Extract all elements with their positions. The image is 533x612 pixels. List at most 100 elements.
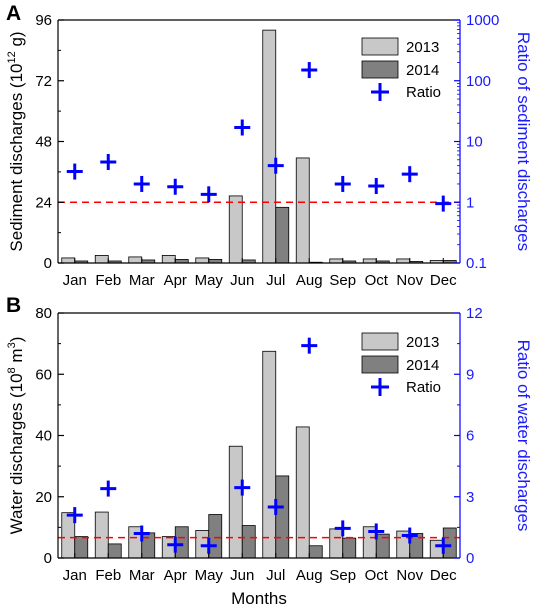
ratio-marker-dec: [435, 537, 452, 554]
xtick-label-jul: Jul: [266, 272, 285, 289]
ytick-label: 96: [35, 12, 52, 29]
bar-2013-jul: [262, 29, 277, 264]
legend-swatch-2014: [361, 60, 399, 79]
bar-2013-aug: [295, 157, 310, 264]
bar-2014-sep: [342, 537, 357, 559]
y2tick-label: 10: [466, 134, 483, 151]
ratio-marker-jan: [66, 507, 83, 524]
y2tick-label: 6: [466, 428, 474, 445]
bar-2013-may: [195, 530, 210, 559]
bar-2013-apr: [161, 536, 176, 559]
ytick-label: 24: [35, 194, 52, 211]
bar-2013-mar: [128, 256, 143, 264]
ratio-marker-jul: [267, 498, 284, 515]
bar-2014-jun: [241, 525, 256, 559]
ytick-label: 20: [35, 489, 52, 506]
ytick-label: 40: [35, 428, 52, 445]
legend-label-ratio: Ratio: [406, 379, 441, 396]
ratio-marker-nov: [401, 527, 418, 544]
bar-2013-oct: [362, 258, 377, 264]
ratio-marker-sep: [334, 175, 351, 192]
xtick-label-jun: Jun: [230, 567, 254, 584]
legend: 2013 2014 Ratio: [361, 37, 441, 101]
xtick-label-mar: Mar: [129, 272, 155, 289]
xtick-label-apr: Apr: [164, 567, 187, 584]
bar-2013-jan: [61, 257, 76, 264]
xtick-label-nov: Nov: [396, 272, 423, 289]
xtick-label-dec: Dec: [430, 567, 457, 584]
ylabel: Water discharges (108 m3): [6, 337, 26, 535]
xtick-label-sep: Sep: [329, 272, 356, 289]
xtick-label-feb: Feb: [95, 567, 121, 584]
panel-letter: B: [6, 294, 21, 317]
legend-label-2014: 2014: [406, 357, 439, 374]
xtick-label-jun: Jun: [230, 272, 254, 289]
xtick-label-may: May: [195, 567, 224, 584]
xlabel: Months: [231, 589, 287, 608]
bar-2013-mar: [128, 526, 143, 559]
bar-2013-jul: [262, 350, 277, 559]
legend-swatch-2013: [361, 37, 399, 56]
ratio-marker-jun: [234, 479, 251, 496]
ratio-marker-aug: [301, 337, 318, 354]
bar-2013-jan: [61, 512, 76, 559]
panel-b: B 0 20 40 60 80 0 3 6 9 12 Jan Feb Mar Apr May Jun Jul Aug…: [6, 294, 533, 608]
bar-2013-apr: [161, 255, 176, 264]
xtick-label-may: May: [195, 272, 224, 289]
panel-letter: A: [6, 2, 21, 25]
ratio-marker-apr: [167, 178, 184, 195]
xtick-label-sep: Sep: [329, 567, 356, 584]
bar-2013-sep: [329, 528, 344, 559]
ratio-marker-jan: [66, 163, 83, 180]
y2tick-label: 0.1: [466, 255, 487, 272]
y2tick-label: 3: [466, 489, 474, 506]
xtick-label-jan: Jan: [63, 272, 87, 289]
ratio-marker-oct: [368, 523, 385, 540]
ytick-label: 48: [35, 134, 52, 151]
ratio-marker-feb: [100, 480, 117, 497]
legend-marker-ratio: [371, 83, 389, 101]
xtick-label-oct: Oct: [365, 272, 389, 289]
xtick-label-jan: Jan: [63, 567, 87, 584]
bar-2014-apr: [174, 526, 189, 559]
ratio-marker-mar: [133, 175, 150, 192]
bar-2013-sep: [329, 258, 344, 264]
bar-2014-jul: [275, 206, 290, 264]
ratio-marker-jun: [234, 119, 251, 136]
xtick-label-feb: Feb: [95, 272, 121, 289]
ytick-label: 80: [35, 305, 52, 322]
bar-2013-dec: [429, 539, 444, 559]
y2tick-label: 9: [466, 366, 474, 383]
y2tick-label: 1000: [466, 12, 499, 29]
ytick-label: 72: [35, 73, 52, 90]
legend-label-2013: 2013: [406, 334, 439, 351]
panel-a: A 0 24 48 72 96 0.1 1 10 100 1000 Jan Feb Mar Apr May Ju…: [6, 2, 533, 289]
bar-2013-aug: [295, 426, 310, 559]
ratio-marker-apr: [167, 536, 184, 553]
y2tick-label: 0: [466, 550, 474, 567]
ytick-label: 0: [44, 550, 52, 567]
ratio-marker-nov: [401, 166, 418, 183]
y2label: Ratio of water discharges: [514, 340, 533, 532]
bar-2014-jul: [275, 475, 290, 559]
xtick-label-apr: Apr: [164, 272, 187, 289]
bar-2014-dec: [442, 527, 457, 559]
legend-marker-ratio: [371, 378, 389, 396]
bar-2014-feb: [107, 543, 122, 559]
ratio-marker-jul: [267, 157, 284, 174]
y2tick-label: 1: [466, 194, 474, 211]
ylabel: Sediment discharges (1012 g): [6, 31, 26, 251]
y2label: Ratio of sediment discharges: [514, 32, 533, 251]
xtick-label-dec: Dec: [430, 272, 457, 289]
bar-2013-jun: [228, 195, 243, 264]
ratio-marker-may: [200, 186, 217, 203]
bar-2014-aug: [308, 545, 323, 559]
ytick-label: 0: [44, 255, 52, 272]
legend: 2013 2014 Ratio: [361, 332, 441, 396]
xtick-label-oct: Oct: [365, 567, 389, 584]
ratio-marker-may: [200, 537, 217, 554]
ratio-marker-feb: [100, 153, 117, 170]
y2tick-label: 100: [466, 73, 491, 90]
bar-2014-may: [208, 514, 223, 559]
